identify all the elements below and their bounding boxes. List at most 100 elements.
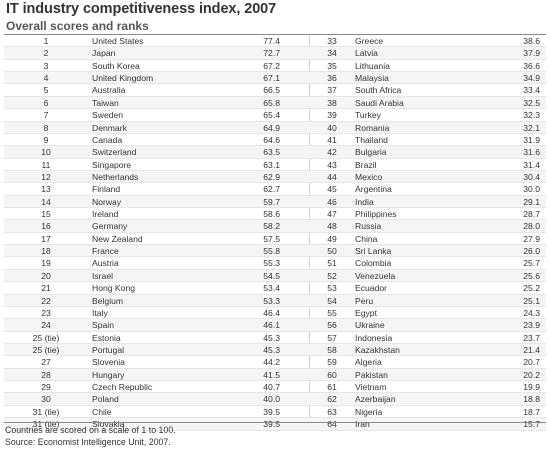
- rank-cell: 56: [327, 320, 337, 331]
- score-cell: 32.5: [523, 97, 540, 108]
- score-cell: 20.2: [523, 369, 540, 380]
- country-cell: Switzerland: [92, 147, 137, 158]
- top-rule: [4, 34, 546, 35]
- score-cell: 41.5: [263, 369, 280, 380]
- score-cell: 40.0: [263, 394, 280, 405]
- country-cell: Netherlands: [92, 171, 139, 182]
- score-cell: 37.9: [523, 48, 540, 59]
- rank-cell: 22: [41, 295, 51, 306]
- rank-cell: 57: [327, 332, 337, 343]
- rank-cell: 50: [327, 246, 337, 257]
- table-row: 19 Austria 55.3 51 Colombia 25.7: [4, 257, 546, 271]
- table-row: 25 (tie) Estonia 45.3 57 Indonesia 23.7: [4, 332, 546, 345]
- score-cell: 53.3: [263, 295, 280, 306]
- score-cell: 27.9: [523, 233, 540, 244]
- ranking-table: 1 United States 77.4 33 Greece 38.6 2 Japan 72.7…: [4, 35, 546, 431]
- table-row: 10 Switzerland 63.5 42 Bulgaria 31.6: [4, 146, 546, 159]
- table-row: 7 Sweden 65.4 39 Turkey 32.3: [4, 109, 546, 122]
- score-cell: 31.4: [523, 159, 540, 170]
- score-cell: 39.5: [263, 406, 280, 417]
- country-cell: Philippines: [355, 209, 397, 220]
- country-cell: Egypt: [355, 307, 377, 318]
- rank-cell: 16: [41, 221, 51, 232]
- table-row: 17 New Zealand 57.5 49 China 27.9: [4, 233, 546, 246]
- rank-cell: 29: [41, 382, 51, 393]
- country-cell: Hungary: [92, 369, 125, 380]
- country-cell: Algeria: [355, 357, 382, 368]
- rank-cell: 43: [327, 159, 337, 170]
- rank-cell: 60: [327, 369, 337, 380]
- rank-cell: 10: [41, 147, 51, 158]
- country-cell: Poland: [92, 394, 119, 405]
- table-row: 9 Canada 64.6 41 Thailand 31.9: [4, 134, 546, 147]
- country-cell: Argentina: [355, 184, 392, 195]
- score-cell: 36.6: [523, 60, 540, 71]
- rank-cell: 49: [327, 233, 337, 244]
- score-cell: 45.3: [263, 332, 280, 343]
- rank-cell: 45: [327, 184, 337, 195]
- country-cell: Mexico: [355, 171, 383, 182]
- bottom-rule: [4, 422, 546, 423]
- table-row: 18 France 55.8 50 Sri Lanka 26.0: [4, 245, 546, 258]
- rank-cell: 39: [327, 110, 337, 121]
- score-cell: 46.4: [263, 307, 280, 318]
- score-cell: 21.4: [523, 344, 540, 355]
- country-cell: Nigeria: [355, 406, 383, 417]
- score-cell: 19.9: [523, 382, 540, 393]
- country-cell: Estonia: [92, 332, 121, 343]
- score-cell: 25.1: [523, 295, 540, 306]
- table-row: 15 Ireland 58.6 47 Philippines 28.7: [4, 208, 546, 221]
- table-row: 22 Belgium 53.3 54 Peru 25.1: [4, 294, 546, 308]
- country-cell: Azerbaijan: [355, 394, 396, 405]
- country-cell: Singapore: [92, 159, 132, 170]
- rank-cell: 62: [327, 394, 337, 405]
- score-cell: 38.6: [523, 36, 540, 46]
- score-cell: 77.4: [263, 36, 280, 46]
- score-cell: 46.1: [263, 320, 280, 331]
- table-row: 29 Czech Republic 40.7 61 Vietnam 19.9: [4, 381, 546, 394]
- country-cell: France: [92, 246, 119, 257]
- table-row: 6 Taiwan 65.8 38 Saudi Arabia 32.5: [4, 96, 546, 110]
- rank-cell: 48: [327, 221, 337, 232]
- country-cell: South Korea: [92, 60, 140, 71]
- table-row: 21 Hong Kong 53.4 53 Ecuador 25.2: [4, 282, 546, 295]
- country-cell: Austria: [92, 258, 119, 269]
- rank-cell: 36: [327, 73, 337, 84]
- rank-cell: 20: [41, 270, 51, 281]
- rank-cell: 31 (tie): [32, 419, 60, 430]
- score-cell: 67.1: [263, 73, 280, 84]
- score-cell: 20.7: [523, 357, 540, 368]
- rank-cell: 37: [327, 85, 337, 96]
- rank-cell: 12: [41, 171, 51, 182]
- rank-cell: 18: [41, 246, 51, 257]
- rank-cell: 35: [327, 60, 337, 71]
- score-cell: 15.7: [523, 419, 540, 430]
- rank-cell: 19: [41, 258, 51, 269]
- score-cell: 28.7: [523, 209, 540, 220]
- country-cell: Portugal: [92, 344, 125, 355]
- score-cell: 31.6: [523, 147, 540, 158]
- rank-cell: 6: [43, 97, 49, 108]
- score-cell: 55.8: [263, 246, 280, 257]
- country-cell: New Zealand: [92, 233, 143, 244]
- score-cell: 32.1: [523, 122, 540, 133]
- table-row: 1 United States 77.4 33 Greece 38.6: [4, 35, 546, 48]
- country-cell: Slovakia: [92, 419, 125, 430]
- country-cell: Ecuador: [355, 283, 388, 294]
- rank-cell: 58: [327, 344, 337, 355]
- country-cell: Latvia: [355, 48, 378, 59]
- rank-cell: 51: [327, 258, 337, 269]
- country-cell: Peru: [355, 295, 374, 306]
- country-cell: Spain: [92, 320, 114, 331]
- rank-cell: 4: [43, 73, 49, 84]
- country-cell: Norway: [92, 196, 122, 207]
- rank-cell: 11: [41, 159, 51, 170]
- score-cell: 25.2: [523, 283, 540, 294]
- rank-cell: 63: [327, 406, 337, 417]
- country-cell: Sweden: [92, 110, 124, 121]
- score-cell: 63.5: [263, 147, 280, 158]
- score-cell: 30.4: [523, 171, 540, 182]
- table-row: 12 Netherlands 62.9 44 Mexico 30.4: [4, 170, 546, 184]
- table-row: 8 Denmark 64.9 40 Romania 32.1: [4, 121, 546, 135]
- score-cell: 58.6: [263, 209, 280, 220]
